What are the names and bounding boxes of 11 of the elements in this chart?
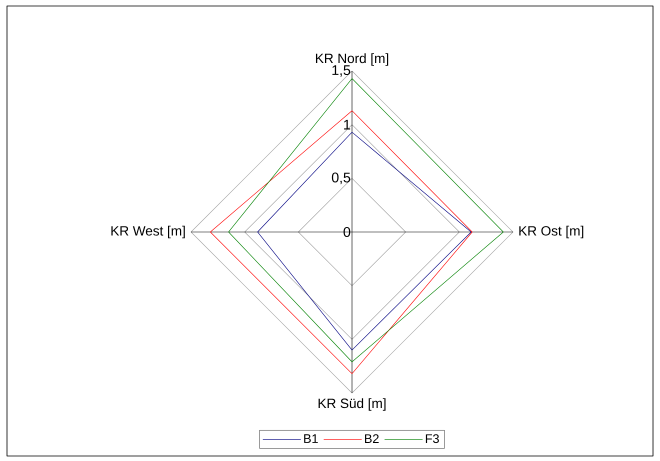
y-tick-label: 1,5 [332, 65, 350, 77]
legend-label: B2 [365, 434, 379, 443]
y-tick-label: 0,5 [332, 172, 350, 184]
spoke-label: KR Nord [m] [316, 53, 388, 66]
spoke-label: KR Süd [m] [318, 398, 386, 411]
spoke-label: KR West [m] [111, 226, 185, 238]
spoke-label: KR Ost [m] [519, 226, 584, 238]
y-tick-label: 1 [344, 120, 350, 130]
legend-label: F3 [426, 434, 439, 444]
y-tick-label: 0 [344, 227, 350, 237]
legend-label: B1 [304, 434, 318, 443]
